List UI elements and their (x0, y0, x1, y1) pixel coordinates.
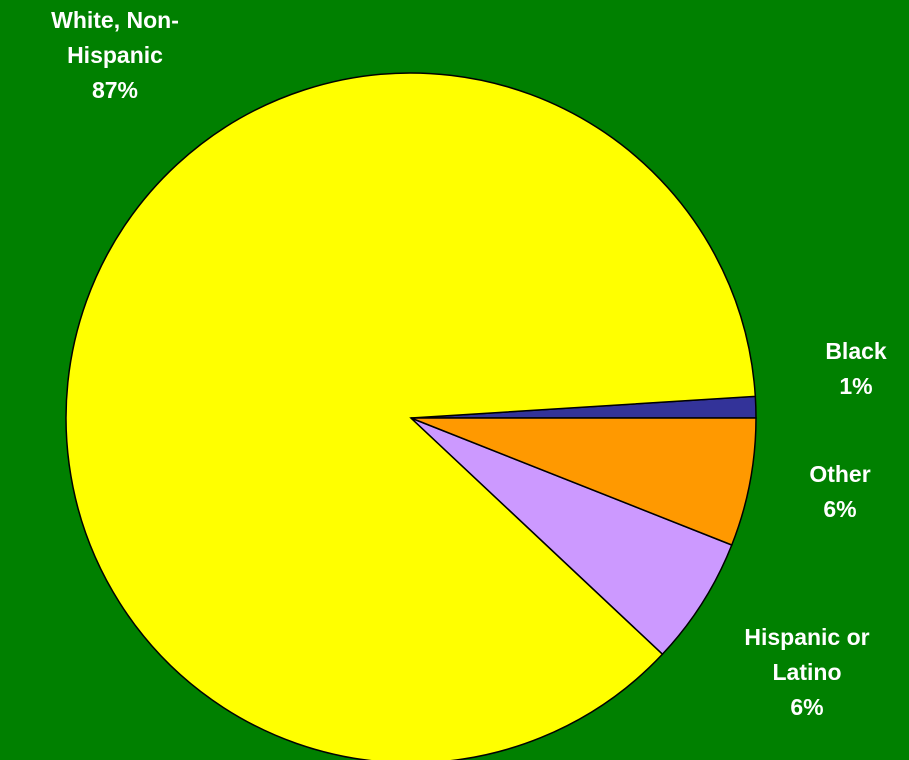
label-white-non-hispanic: White, Non- Hispanic 87% (25, 3, 205, 108)
label-line: 6% (823, 496, 857, 522)
pie-slice-hispanic-or-latino (410, 417, 733, 656)
label-line: Black (825, 338, 887, 364)
label-line: 1% (839, 373, 873, 399)
label-line: Hispanic or (744, 624, 870, 650)
pie-slice-white-non-hispanic (65, 72, 757, 760)
label-black: Black 1% (806, 334, 906, 404)
pie-slice-other (410, 417, 757, 546)
label-line: 87% (91, 77, 139, 103)
label-line: Hispanic (67, 42, 163, 68)
label-line: White, Non- (51, 7, 179, 33)
label-line: Other (809, 461, 871, 487)
label-line: 6% (790, 694, 824, 720)
label-line: Latino (772, 659, 842, 685)
label-hispanic-or-latino: Hispanic or Latino 6% (712, 620, 902, 725)
label-other: Other 6% (790, 457, 890, 527)
